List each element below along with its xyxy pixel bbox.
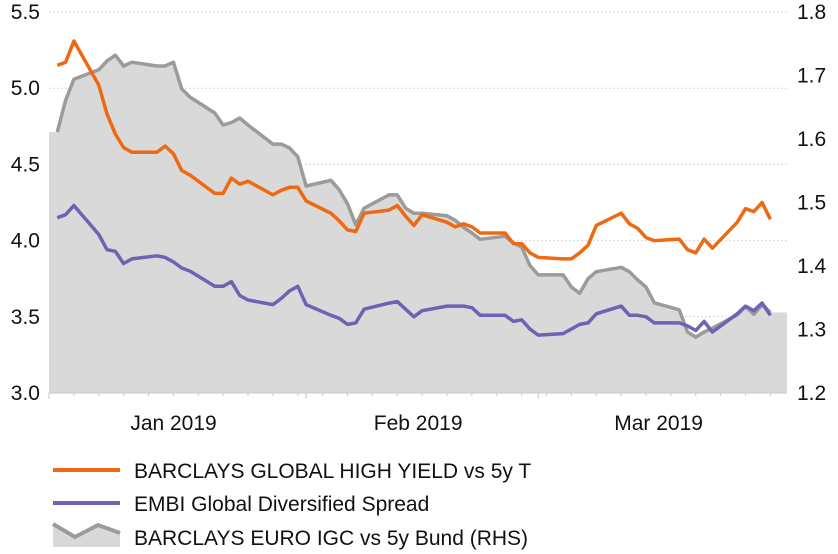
line-series	[56, 39, 772, 337]
legend-item-embi: EMBI Global Diversified Spread	[53, 493, 429, 516]
series-line-euro-igc	[55, 53, 772, 339]
x-tick-label: Jan 2019	[130, 412, 216, 435]
legend-item-euro-igc: BARCLAYS EURO IGC vs 5y Bund (RHS)	[51, 522, 528, 550]
y-right-tick-label: 1.7	[797, 65, 826, 88]
y-tick-label: 3.0	[11, 382, 40, 405]
legend-label: BARCLAYS EURO IGC vs 5y Bund (RHS)	[134, 527, 528, 550]
y-tick-label: 4.0	[11, 230, 40, 253]
y-axis-right: 1.8 1.7 1.6 1.5 1.4 1.3 1.2	[797, 1, 827, 405]
x-tick-label: Feb 2019	[374, 412, 463, 435]
y-right-tick-label: 1.6	[797, 128, 826, 151]
y-axis-left: 5.5 5.0 4.5 4.0 3.5 3.0	[11, 1, 40, 405]
x-tick-label: Mar 2019	[614, 412, 703, 435]
series-line-embi	[56, 203, 772, 337]
area-series	[49, 53, 787, 393]
y-right-tick-label: 1.2	[797, 382, 826, 405]
legend-swatch-area	[53, 524, 120, 547]
x-tick-labels: Jan 2019 Feb 2019 Mar 2019	[130, 412, 703, 435]
series-line-high-yield	[56, 39, 772, 261]
y-tick-label: 3.5	[11, 306, 40, 329]
y-tick-label: 5.0	[11, 77, 40, 100]
x-axis	[48, 392, 787, 399]
area-fill-euro-igc	[49, 55, 787, 393]
legend-item-high-yield: BARCLAYS GLOBAL HIGH YIELD vs 5y T	[53, 460, 531, 483]
legend-swatch-area-line	[51, 522, 121, 540]
y-right-tick-label: 1.3	[797, 319, 826, 342]
y-tick-label: 5.5	[11, 1, 40, 24]
legend: BARCLAYS GLOBAL HIGH YIELD vs 5y T EMBI …	[51, 460, 531, 550]
legend-label: EMBI Global Diversified Spread	[134, 493, 429, 516]
y-right-tick-label: 1.5	[797, 192, 826, 215]
y-right-tick-label: 1.4	[797, 255, 827, 278]
y-right-tick-label: 1.8	[797, 1, 826, 24]
legend-label: BARCLAYS GLOBAL HIGH YIELD vs 5y T	[134, 460, 531, 483]
y-tick-label: 4.5	[11, 153, 40, 176]
